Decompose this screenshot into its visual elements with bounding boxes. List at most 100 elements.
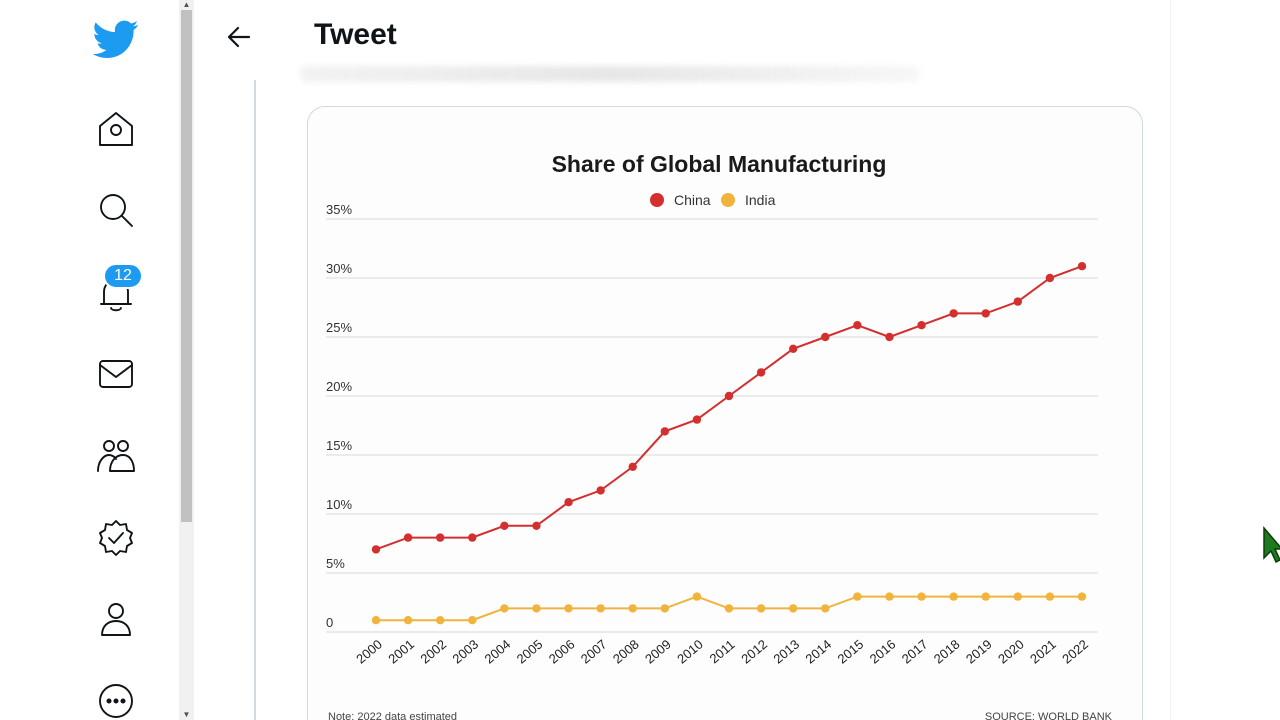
chart-title: Share of Global Manufacturing (552, 151, 887, 177)
profile-icon[interactable] (90, 593, 142, 645)
x-tick-label: 2016 (867, 637, 899, 667)
data-point-china (532, 521, 541, 530)
y-tick-label: 30% (326, 261, 352, 276)
data-point-china (981, 309, 990, 318)
search-icon[interactable] (90, 184, 142, 236)
x-tick-label: 2022 (1059, 637, 1091, 667)
x-tick-label: 2003 (449, 637, 481, 667)
y-tick-label: 5% (326, 556, 345, 571)
column-divider (1170, 0, 1171, 720)
x-tick-label: 2006 (546, 637, 578, 667)
y-tick-label: 15% (326, 438, 352, 453)
data-point-india (532, 604, 541, 613)
data-point-china (788, 344, 798, 353)
data-point-india (468, 616, 477, 625)
data-point-india (1013, 592, 1022, 601)
tweet-media-card[interactable]: 0 5% 10% 15% 20% 25% 30% 35% 2000 2001 2002 2003 200… (307, 106, 1143, 720)
data-point-india (981, 592, 990, 601)
x-tick-label: 2010 (674, 637, 706, 667)
data-point-china (1077, 262, 1087, 271)
mouse-cursor-icon (1263, 526, 1280, 564)
data-point-china (564, 498, 573, 507)
y-tick-label: 20% (326, 379, 352, 394)
data-point-china (756, 368, 766, 377)
twitter-logo-icon[interactable] (90, 13, 142, 65)
communities-icon[interactable] (90, 430, 142, 482)
x-tick-label: 2015 (835, 637, 867, 667)
data-point-india (660, 604, 670, 613)
left-nav: 12 (0, 0, 180, 720)
x-tick-label: 2007 (578, 637, 610, 667)
x-tick-label: 2019 (963, 637, 995, 667)
page-header (194, 0, 1170, 78)
data-point-china (853, 321, 862, 330)
data-point-india (1045, 592, 1055, 601)
data-point-india (1077, 592, 1087, 601)
mail-icon[interactable] (90, 348, 142, 400)
x-tick-label: 2021 (1027, 637, 1059, 667)
x-tick-label: 2004 (482, 637, 514, 667)
x-tick-label: 2009 (642, 637, 674, 667)
legend-marker-india (721, 193, 735, 207)
x-tick-label: 2020 (995, 637, 1027, 667)
data-point-china (885, 332, 894, 342)
page-scrollbar[interactable]: ▲ ▼ (179, 0, 194, 720)
data-point-india (885, 592, 894, 601)
data-point-india (692, 592, 702, 601)
thread-line (254, 80, 256, 720)
data-point-india (403, 616, 413, 625)
data-point-china (660, 427, 670, 436)
data-point-india (564, 604, 573, 613)
data-point-china (917, 321, 926, 330)
data-point-india (788, 604, 798, 613)
data-point-china (1013, 297, 1022, 306)
data-point-india (628, 604, 637, 613)
y-tick-label: 10% (326, 497, 352, 512)
x-tick-label: 2011 (707, 637, 738, 666)
arrow-left-icon (227, 26, 251, 48)
y-tick-label: 35% (326, 202, 352, 217)
data-point-india (853, 592, 862, 601)
series-line-china (375, 265, 1083, 551)
data-point-china (692, 415, 702, 424)
data-point-china (435, 533, 445, 542)
data-point-india (756, 604, 766, 613)
data-point-china (821, 332, 830, 342)
x-tick-label: 2018 (931, 637, 963, 667)
data-point-india (949, 592, 958, 601)
data-point-china (468, 533, 477, 542)
data-point-india (917, 592, 926, 601)
data-point-china (371, 545, 381, 554)
scroll-thumb[interactable] (181, 10, 192, 522)
chart-note: Note: 2022 data estimated (328, 711, 457, 720)
data-point-china (1045, 273, 1055, 283)
data-point-india (821, 604, 830, 613)
data-point-china (628, 462, 637, 471)
x-tick-label: 2008 (610, 637, 642, 667)
verified-icon[interactable] (90, 512, 142, 564)
notifications-badge: 12 (103, 263, 143, 289)
data-point-china (596, 486, 605, 495)
data-point-india (500, 604, 509, 613)
back-button[interactable] (218, 16, 260, 58)
y-tick-label: 25% (326, 320, 352, 335)
more-icon[interactable] (90, 675, 142, 720)
scroll-down-icon[interactable]: ▼ (182, 710, 191, 719)
x-tick-label: 2000 (353, 637, 385, 667)
x-tick-label: 2005 (514, 637, 546, 667)
scroll-up-icon[interactable]: ▲ (182, 0, 191, 9)
x-tick-label: 2013 (770, 637, 802, 667)
home-icon[interactable] (90, 103, 142, 155)
data-point-china (403, 533, 413, 542)
data-point-india (596, 604, 605, 613)
chart-series (371, 262, 1087, 625)
data-point-india (371, 616, 381, 625)
legend-label-india: India (745, 192, 776, 208)
legend-marker-china (650, 193, 664, 207)
legend-label-china: China (674, 192, 711, 208)
x-tick-label: 2002 (417, 637, 449, 667)
data-point-china (500, 521, 509, 530)
x-tick-label: 2012 (738, 637, 770, 667)
line-chart: 05%10%15%20%25%30%35%2000 2001 2002 2003 200… (326, 151, 1113, 720)
tweet-text-blurred (300, 66, 920, 82)
